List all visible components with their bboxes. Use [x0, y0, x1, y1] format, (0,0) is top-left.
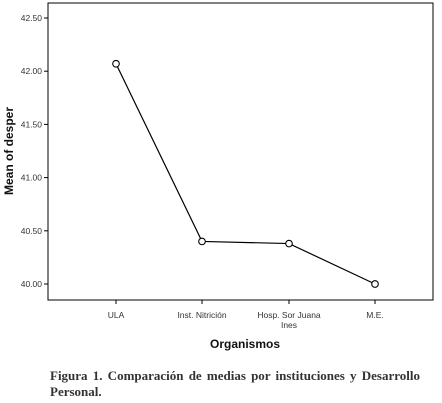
data-point	[371, 280, 379, 288]
x-tick-label: Inst. Nitrición	[177, 310, 226, 320]
y-tick-label: 42.50	[21, 13, 43, 23]
figure-caption: Figura 1. Comparación de medias por inst…	[50, 368, 420, 399]
x-tick-label: Ines	[281, 320, 297, 330]
y-tick-label: 41.50	[21, 119, 43, 129]
line-chart: 40.00 40.50 41.00 41.50 42.00 42.50 ULA Inst. …	[2, 2, 434, 351]
y-axis-title: Mean of desper	[2, 107, 16, 195]
data-point	[285, 239, 293, 248]
series-line	[115, 63, 376, 285]
data-point	[112, 59, 120, 68]
y-tick-label: 40.50	[21, 226, 43, 236]
plot-frame	[47, 2, 434, 301]
y-tick-label: 41.00	[21, 173, 43, 183]
x-axis-title: Organismos	[210, 337, 280, 351]
y-axis: 40.00 40.50 41.00 41.50 42.00 42.50	[21, 13, 48, 289]
y-tick-label: 42.00	[21, 66, 43, 76]
data-point	[198, 237, 206, 246]
x-tick-label: M.E.	[366, 310, 383, 320]
x-tick-label: Hosp. Sor Juana	[257, 310, 321, 320]
y-tick-label: 40.00	[21, 279, 43, 289]
data-points	[112, 59, 379, 288]
x-tick-label: ULA	[108, 310, 125, 320]
